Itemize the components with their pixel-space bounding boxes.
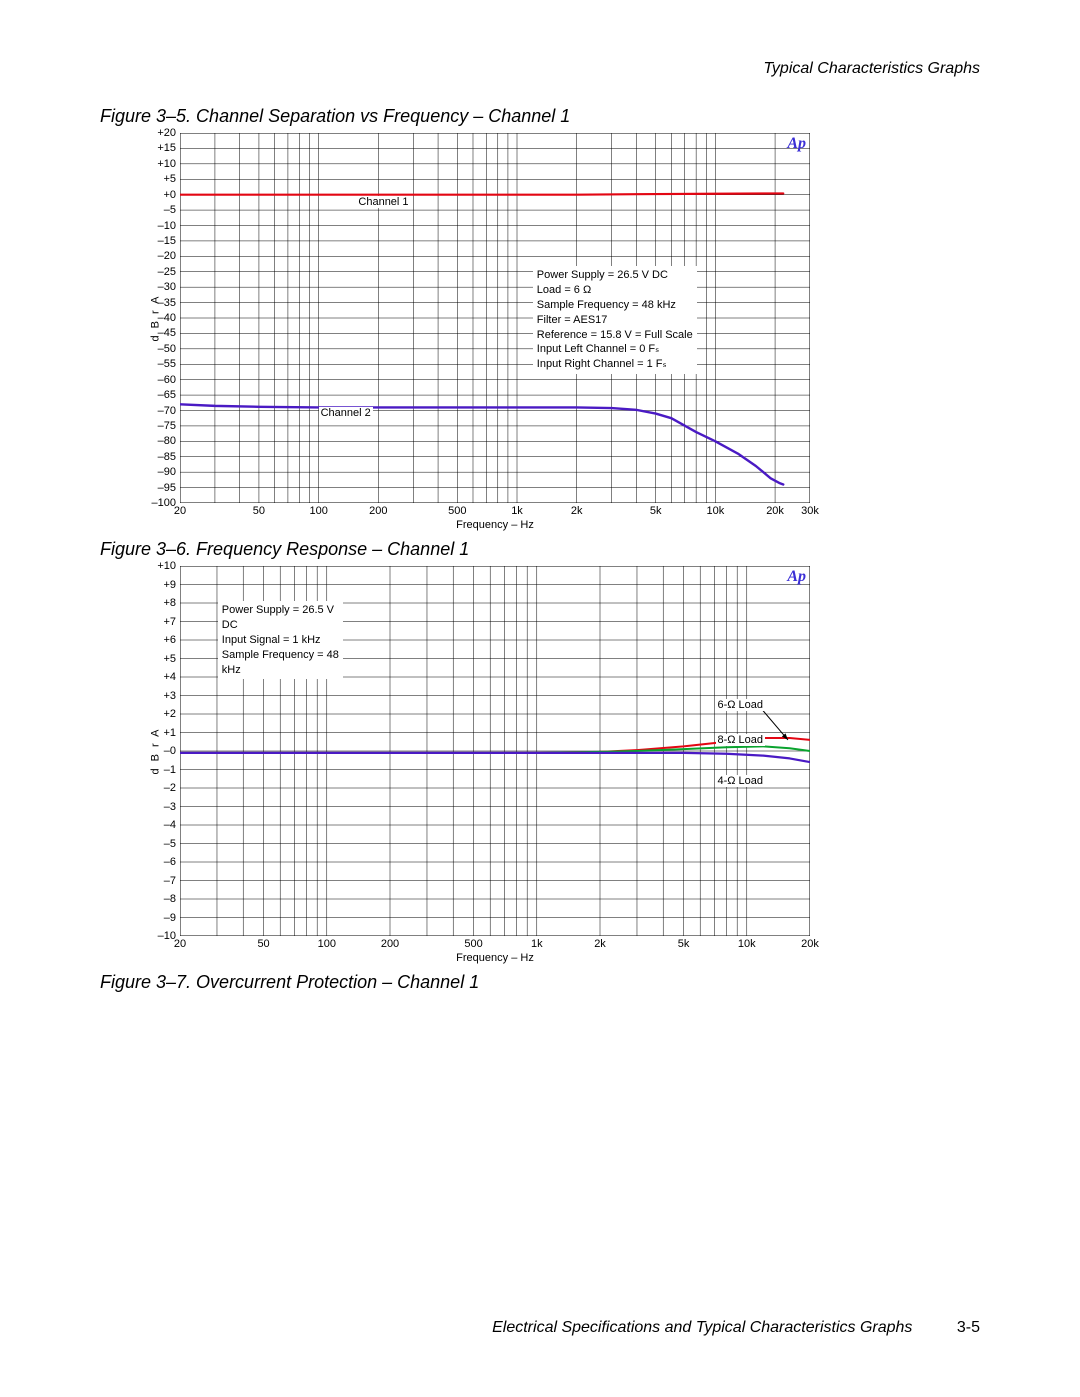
conditions-box-b: Power Supply = 26.5 VDCInput Signal = 1 … (218, 601, 343, 679)
x-tick: 200 (369, 503, 387, 517)
x-tick: 20 (174, 936, 186, 950)
y-tick: +7 (163, 616, 180, 628)
y-tick: +5 (163, 653, 180, 665)
y-tick: +2 (163, 708, 180, 720)
page-footer: Electrical Specifications and Typical Ch… (0, 1319, 1080, 1337)
footer-page-number: 3-5 (957, 1319, 980, 1336)
condition-line: Reference = 15.8 V = Full Scale (537, 328, 693, 343)
condition-line: DC (222, 618, 339, 633)
y-tick: –3 (164, 801, 180, 813)
x-tick: 20k (801, 936, 819, 950)
channel-1-label: Channel 1 (356, 196, 410, 208)
y-tick: +10 (157, 560, 180, 572)
footer-title: Electrical Specifications and Typical Ch… (492, 1319, 912, 1336)
y-tick: –50 (158, 343, 180, 355)
x-tick: 2k (594, 936, 606, 950)
x-tick: 50 (257, 936, 269, 950)
ap-logo-b: Ap (787, 568, 806, 586)
y-tick: –85 (158, 451, 180, 463)
y-tick: +6 (163, 634, 180, 646)
x-tick: 1k (511, 503, 523, 517)
chart-channel-separation: d B r A Ap Power Supply = 26.5 V DCLoad … (180, 133, 810, 503)
y-tick: –1 (164, 764, 180, 776)
figure-caption-3-7: Figure 3–7. Overcurrent Protection – Cha… (100, 972, 980, 993)
x-tick: 30k (801, 503, 819, 517)
y-tick: –6 (164, 856, 180, 868)
figure-caption-3-6: Figure 3–6. Frequency Response – Channel… (100, 539, 980, 560)
y-tick: –5 (164, 838, 180, 850)
y-tick: –65 (158, 389, 180, 401)
y-tick: +3 (163, 690, 180, 702)
y-tick: +10 (157, 158, 180, 170)
y-tick: +4 (163, 671, 180, 683)
y-tick: +0 (163, 189, 180, 201)
y-tick: –8 (164, 893, 180, 905)
x-tick: 1k (531, 936, 543, 950)
condition-line: Sample Frequency = 48 kHz (537, 298, 693, 313)
y-tick: –20 (158, 250, 180, 262)
y-tick: –95 (158, 482, 180, 494)
channel-2-label: Channel 2 (319, 407, 373, 419)
x-tick: 5k (650, 503, 662, 517)
y-tick: –70 (158, 405, 180, 417)
y-tick: –10 (158, 220, 180, 232)
x-tick: 500 (464, 936, 482, 950)
x-tick: 10k (706, 503, 724, 517)
y-tick: –40 (158, 312, 180, 324)
chart-a-svg (180, 133, 810, 503)
x-tick: 100 (318, 936, 336, 950)
y-tick: –5 (164, 204, 180, 216)
condition-line: Power Supply = 26.5 V DC (537, 268, 693, 283)
y-tick: –60 (158, 374, 180, 386)
y-tick: +5 (163, 173, 180, 185)
load-6ohm-label: 6-Ω Load (716, 699, 766, 711)
y-tick: –25 (158, 266, 180, 278)
condition-line: kHz (222, 663, 339, 678)
condition-line: Load = 6 Ω (537, 283, 693, 298)
x-tick: 20k (766, 503, 784, 517)
y-tick: +15 (157, 142, 180, 154)
y-tick: –7 (164, 875, 180, 887)
y-tick: +9 (163, 579, 180, 591)
x-tick: 200 (381, 936, 399, 950)
load-4ohm-label: 4-Ω Load (716, 775, 766, 787)
chart-frequency-response: d B r A Ap Power Supply = 26.5 VDCInput … (180, 566, 810, 936)
x-tick: 100 (309, 503, 327, 517)
y-tick: –80 (158, 435, 180, 447)
section-title: Typical Characteristics Graphs (100, 60, 980, 78)
y-tick: –30 (158, 281, 180, 293)
y-tick: –75 (158, 420, 180, 432)
y-tick: +20 (157, 127, 180, 139)
y-tick: +1 (163, 727, 180, 739)
y-axis-label-b: d B r A (150, 727, 162, 774)
y-tick: –55 (158, 358, 180, 370)
figure-caption-3-5: Figure 3–5. Channel Separation vs Freque… (100, 106, 980, 127)
condition-line: Input Signal = 1 kHz (222, 633, 339, 648)
x-tick: 2k (571, 503, 583, 517)
condition-line: Power Supply = 26.5 V (222, 603, 339, 618)
y-tick: –90 (158, 466, 180, 478)
conditions-box-a: Power Supply = 26.5 V DCLoad = 6 ΩSample… (533, 266, 697, 374)
x-tick: 20 (174, 503, 186, 517)
y-tick: –4 (164, 819, 180, 831)
condition-line: Sample Frequency = 48 (222, 648, 339, 663)
x-tick: 50 (253, 503, 265, 517)
condition-line: Input Left Channel = 0 Fₛ (537, 342, 693, 357)
y-tick: –9 (164, 912, 180, 924)
y-tick: +8 (163, 597, 180, 609)
y-tick: –35 (158, 297, 180, 309)
y-tick: –0 (164, 745, 180, 757)
x-tick: 500 (448, 503, 466, 517)
x-tick: 10k (738, 936, 756, 950)
condition-line: Filter = AES17 (537, 313, 693, 328)
load-8ohm-label: 8-Ω Load (716, 734, 766, 746)
condition-line: Input Right Channel = 1 Fₛ (537, 357, 693, 372)
y-tick: –45 (158, 327, 180, 339)
y-tick: –15 (158, 235, 180, 247)
y-tick: –2 (164, 782, 180, 794)
x-tick: 5k (678, 936, 690, 950)
ap-logo-a: Ap (787, 135, 806, 153)
